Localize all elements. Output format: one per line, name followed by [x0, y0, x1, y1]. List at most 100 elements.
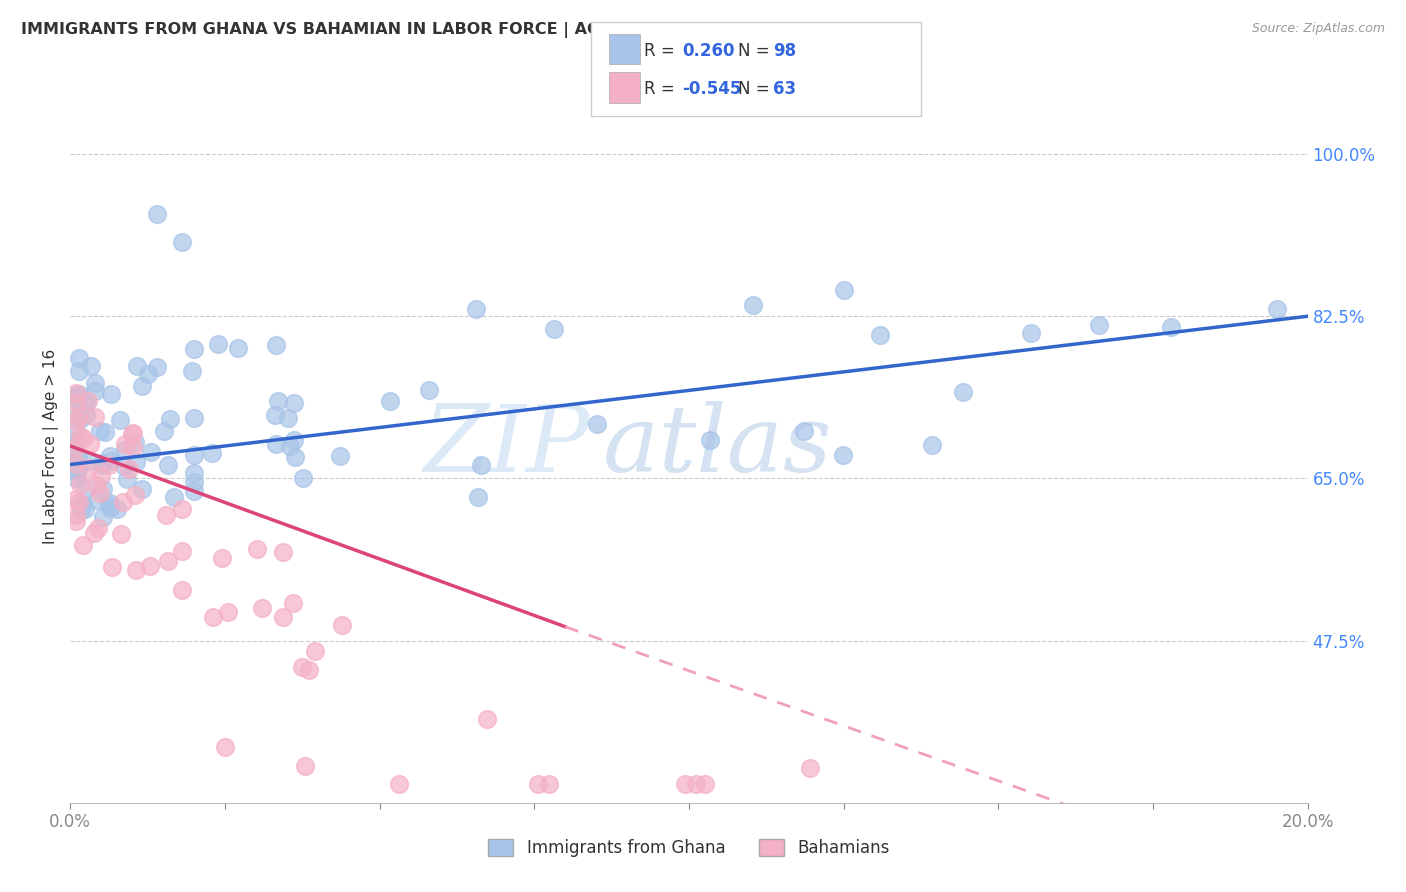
Point [793, 425, 815, 439]
Point [543, 322, 565, 336]
Point [264, 338, 287, 352]
Point [65, 396, 87, 410]
Point [75, 502, 97, 516]
Point [72, 431, 94, 445]
Point [66, 387, 89, 401]
Point [84, 409, 107, 424]
Point [586, 417, 609, 431]
Point [1019, 326, 1042, 340]
Y-axis label: In Labor Force | Age > 16: In Labor Force | Age > 16 [44, 349, 59, 543]
Text: R =: R = [644, 42, 681, 60]
Point [155, 508, 177, 523]
Point [156, 458, 179, 472]
Point [124, 563, 146, 577]
Point [201, 446, 224, 460]
Point [111, 494, 134, 508]
Point [75, 481, 97, 495]
Point [291, 471, 314, 485]
Point [673, 777, 696, 791]
Point [380, 394, 402, 409]
Point [100, 387, 122, 401]
Point [79, 437, 101, 451]
Point [65, 410, 87, 425]
Point [170, 235, 193, 249]
Point [284, 450, 307, 465]
Point [121, 426, 143, 441]
Point [98, 450, 121, 464]
Point [122, 440, 145, 454]
Point [67, 495, 90, 509]
Point [69, 503, 91, 517]
Point [84, 384, 107, 398]
Point [83, 376, 105, 391]
Point [69, 477, 91, 491]
Point [146, 207, 169, 221]
Point [183, 467, 205, 481]
Text: Source: ZipAtlas.com: Source: ZipAtlas.com [1251, 22, 1385, 36]
Point [330, 618, 353, 632]
Point [105, 502, 128, 516]
Point [283, 396, 305, 410]
Point [146, 359, 169, 374]
Point [65, 492, 87, 507]
Point [170, 502, 193, 516]
Point [67, 394, 90, 409]
Point [114, 437, 136, 451]
Point [211, 550, 233, 565]
Point [65, 389, 87, 403]
Point [695, 777, 717, 791]
Point [527, 777, 550, 791]
Point [90, 456, 112, 470]
Point [91, 482, 114, 496]
Point [277, 410, 299, 425]
Point [387, 777, 409, 791]
Point [65, 414, 87, 428]
Point [283, 433, 305, 447]
Point [72, 497, 94, 511]
Point [77, 394, 100, 409]
Point [281, 596, 304, 610]
Point [271, 544, 294, 558]
Point [153, 424, 176, 438]
Text: IMMIGRANTS FROM GHANA VS BAHAMIAN IN LABOR FORCE | AGE > 16 CORRELATION CHART: IMMIGRANTS FROM GHANA VS BAHAMIAN IN LAB… [21, 22, 856, 38]
Point [831, 448, 853, 462]
Point [139, 445, 162, 459]
Point [86, 492, 108, 507]
Point [952, 385, 974, 400]
Point [278, 439, 301, 453]
Point [90, 469, 112, 483]
Point [69, 429, 91, 443]
Point [294, 758, 316, 772]
Point [465, 302, 488, 317]
Point [87, 521, 110, 535]
Point [214, 740, 236, 755]
Point [252, 600, 274, 615]
Point [100, 454, 122, 468]
Point [121, 425, 143, 440]
Point [65, 425, 87, 440]
Text: 0.260: 0.260 [682, 42, 734, 60]
Point [72, 538, 94, 552]
Point [110, 527, 132, 541]
Point [183, 484, 205, 499]
Point [201, 610, 224, 624]
Point [100, 560, 122, 574]
Text: N =: N = [738, 42, 775, 60]
Point [1087, 318, 1109, 332]
Point [742, 298, 765, 312]
Point [91, 458, 114, 473]
Point [1265, 301, 1288, 316]
Point [304, 644, 326, 658]
Point [65, 508, 87, 522]
Point [183, 411, 205, 425]
Point [125, 455, 148, 469]
Point [869, 328, 891, 343]
Point [84, 478, 107, 492]
Point [538, 777, 561, 791]
Text: ZIP: ZIP [423, 401, 591, 491]
Point [114, 442, 136, 457]
Point [67, 351, 90, 366]
Point [139, 559, 162, 574]
Point [75, 396, 97, 410]
Point [136, 367, 159, 381]
